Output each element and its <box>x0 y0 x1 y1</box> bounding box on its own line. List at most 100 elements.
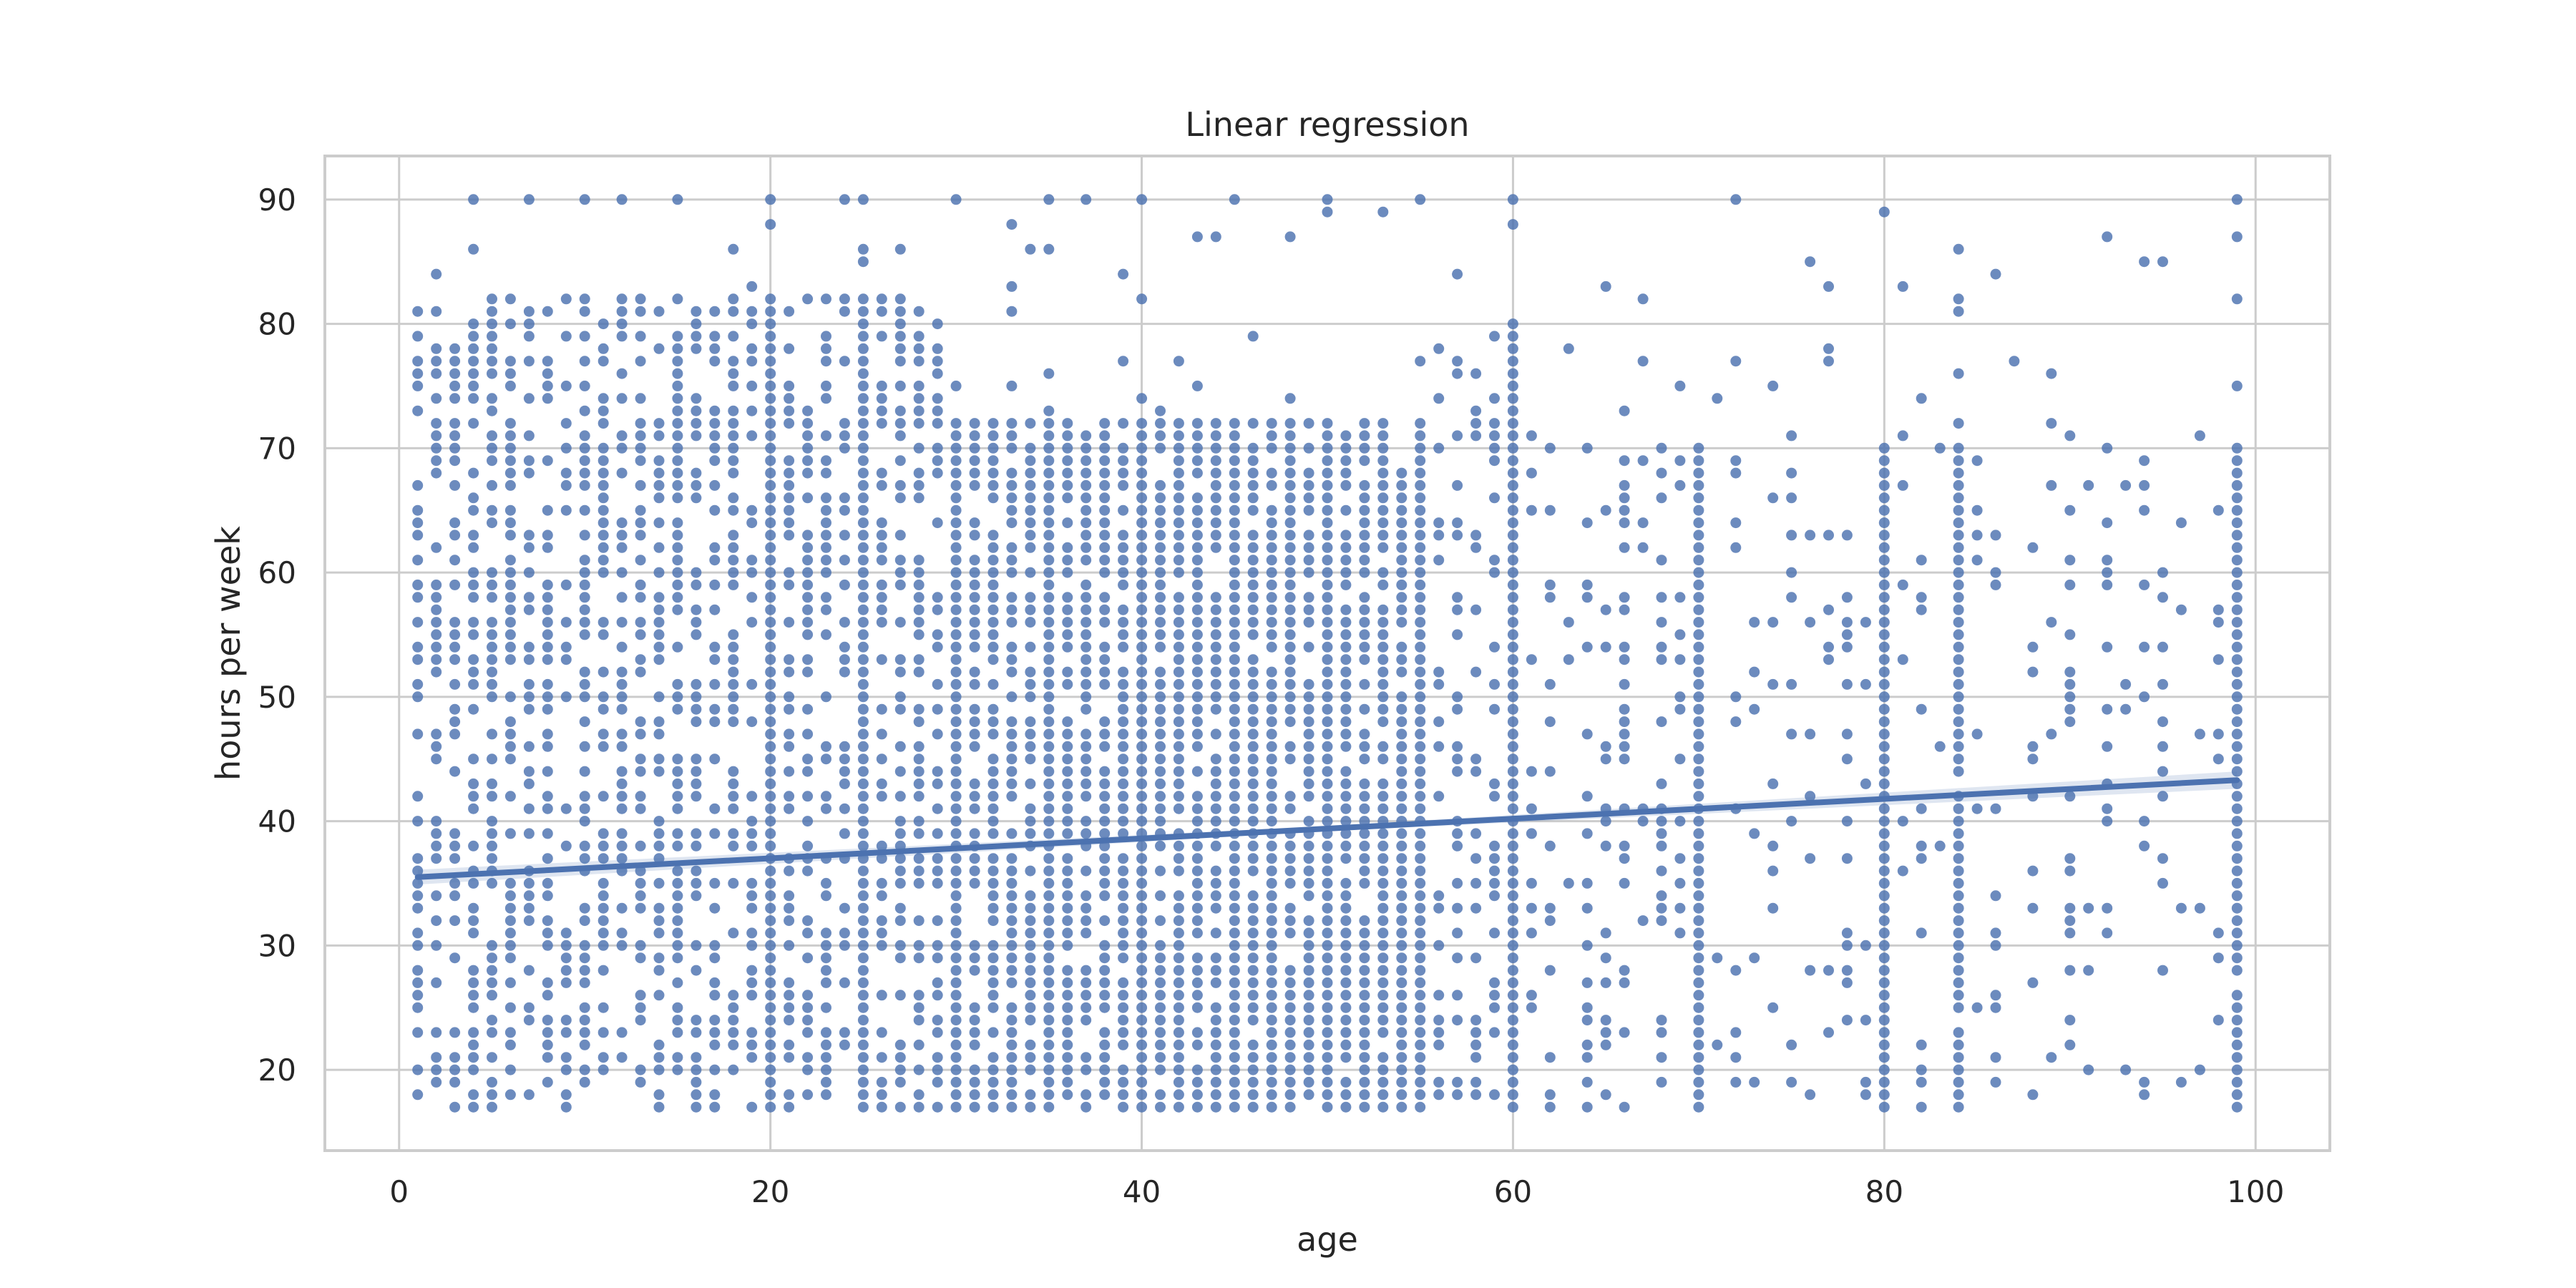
data-point <box>895 381 906 391</box>
data-point <box>2157 567 2168 578</box>
data-point <box>2232 915 2243 926</box>
data-point <box>1972 728 1983 739</box>
data-point <box>449 704 460 715</box>
data-point <box>2232 1077 2243 1088</box>
data-point <box>1749 704 1760 715</box>
data-point <box>1304 1015 1314 1025</box>
data-point <box>1396 878 1407 889</box>
data-point <box>895 580 906 590</box>
data-point <box>1174 791 1184 801</box>
data-point <box>487 1052 497 1063</box>
data-point <box>1657 903 1667 914</box>
data-point <box>1080 654 1091 665</box>
data-point <box>728 667 738 678</box>
data-point <box>1433 667 1444 678</box>
data-point <box>1823 642 1834 653</box>
data-point <box>1786 492 1797 503</box>
data-point <box>1415 1065 1425 1075</box>
data-point <box>1043 977 1054 988</box>
data-point <box>542 927 553 938</box>
data-point <box>1155 530 1166 540</box>
data-point <box>635 393 646 404</box>
data-point <box>487 592 497 602</box>
data-point <box>1879 716 1890 727</box>
data-point <box>1062 1052 1073 1063</box>
data-point <box>895 741 906 752</box>
data-point <box>1953 369 1964 379</box>
data-point <box>1879 691 1890 702</box>
data-point <box>1693 1002 1704 1013</box>
data-point <box>2176 605 2187 615</box>
data-point <box>988 828 999 839</box>
data-point <box>1452 356 1463 366</box>
data-point <box>542 617 553 628</box>
data-point <box>1508 369 1518 379</box>
data-point <box>1396 841 1407 852</box>
data-point <box>858 927 869 938</box>
data-point <box>1377 977 1388 988</box>
data-point <box>1377 1077 1388 1088</box>
data-point <box>1211 629 1221 640</box>
data-point <box>1080 927 1091 938</box>
data-point <box>1359 617 1370 628</box>
data-point <box>1043 890 1054 901</box>
data-point <box>580 716 590 727</box>
data-point <box>1693 617 1704 628</box>
data-point <box>988 492 999 503</box>
data-point <box>1211 418 1221 429</box>
data-point <box>821 890 831 901</box>
data-point <box>1693 828 1704 839</box>
data-point <box>1879 480 1890 491</box>
data-point <box>580 505 590 516</box>
data-point <box>561 804 572 814</box>
data-point <box>1304 791 1314 801</box>
data-point <box>542 804 553 814</box>
data-point <box>802 406 813 416</box>
data-point <box>858 580 869 590</box>
data-point <box>1638 455 1649 466</box>
data-point <box>1767 492 1778 503</box>
data-point <box>1749 952 1760 963</box>
data-point <box>1879 828 1890 839</box>
data-point <box>1916 853 1927 864</box>
data-point <box>1953 567 1964 578</box>
data-point <box>1322 605 1333 615</box>
data-point <box>1415 1089 1425 1100</box>
data-point <box>1062 1065 1073 1075</box>
data-point <box>1415 753 1425 764</box>
data-point <box>1749 667 1760 678</box>
data-point <box>1080 443 1091 454</box>
data-point <box>1693 1102 1704 1113</box>
data-point <box>1099 952 1110 963</box>
data-point <box>728 418 738 429</box>
data-point <box>580 356 590 366</box>
data-point <box>468 567 479 578</box>
data-point <box>1489 331 1500 341</box>
data-point <box>1136 667 1147 678</box>
data-point <box>1322 468 1333 479</box>
data-point <box>654 828 665 839</box>
data-point <box>1080 977 1091 988</box>
data-point <box>1377 492 1388 503</box>
data-point <box>1396 965 1407 976</box>
data-point <box>1211 779 1221 789</box>
data-point <box>1359 530 1370 540</box>
data-point <box>728 654 738 665</box>
data-point <box>1433 517 1444 528</box>
data-point <box>1248 779 1259 789</box>
data-point <box>1953 1040 1964 1050</box>
data-point <box>1619 654 1630 665</box>
data-point <box>1248 667 1259 678</box>
data-point <box>895 1065 906 1075</box>
data-point <box>1953 443 1964 454</box>
data-point <box>1229 1002 1240 1013</box>
data-point <box>2195 1065 2205 1075</box>
data-point <box>1229 580 1240 590</box>
data-point <box>1359 592 1370 602</box>
data-point <box>1359 1077 1370 1088</box>
data-point <box>1359 779 1370 789</box>
data-point <box>1248 866 1259 877</box>
data-point <box>932 804 943 814</box>
data-point <box>858 940 869 951</box>
